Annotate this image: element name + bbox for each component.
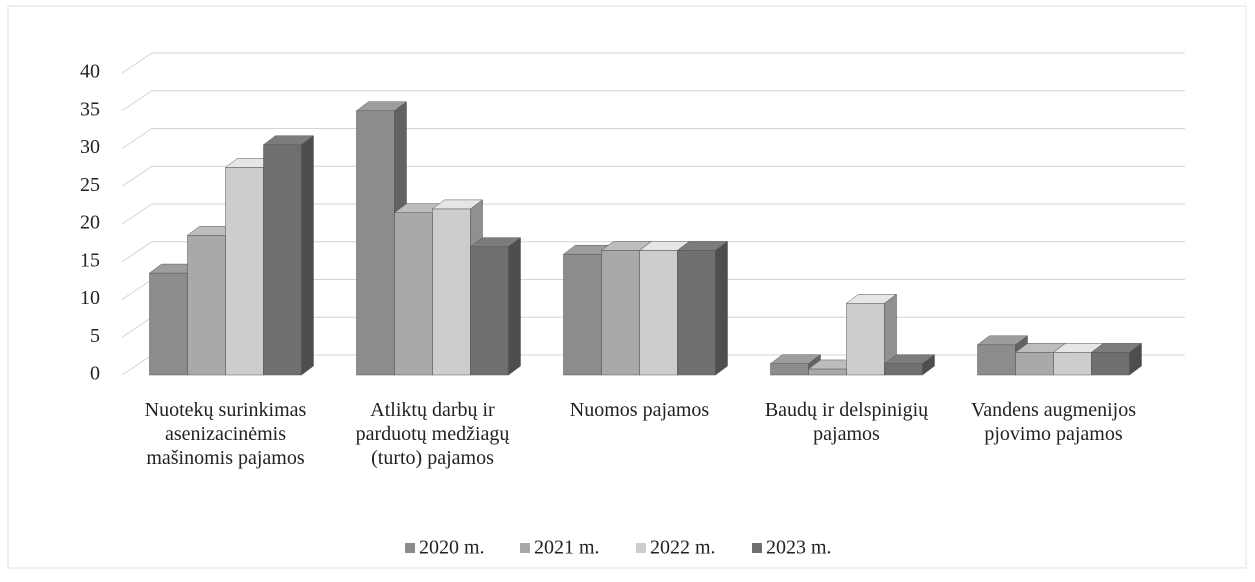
x-tick-label: Baudų ir delspinigių pajamos	[764, 399, 929, 445]
legend-label: 2021 m.	[534, 537, 600, 559]
legend-swatch	[405, 543, 415, 553]
y-tick-label: 20	[80, 212, 100, 234]
bar	[677, 250, 716, 376]
bar	[1015, 352, 1054, 376]
bar-side	[508, 237, 521, 376]
bar	[601, 250, 640, 376]
y-tick-label: 40	[80, 61, 100, 83]
grid-line	[121, 241, 1185, 263]
x-tick-label: Atliktų darbų ir parduotų medžiagų (turt…	[355, 399, 510, 469]
bar	[977, 344, 1016, 376]
legend-label: 2020 m.	[419, 537, 485, 559]
x-tick-label: Nuomos pajamos	[569, 399, 710, 421]
bar	[563, 253, 602, 376]
legend-swatch	[520, 543, 530, 553]
legend-swatch	[636, 543, 646, 553]
bar	[846, 303, 885, 376]
bar	[263, 144, 302, 376]
bar	[884, 363, 923, 376]
bar	[225, 167, 264, 376]
bar	[432, 208, 471, 376]
grid-line	[121, 128, 1185, 149]
bar	[356, 110, 395, 376]
y-tick-label: 25	[80, 174, 100, 196]
y-tick-label: 5	[90, 325, 100, 347]
bar	[470, 246, 509, 376]
bar	[1091, 352, 1130, 376]
grid-line	[121, 203, 1185, 225]
bar-side	[1129, 342, 1142, 376]
y-tick-label: 30	[80, 136, 100, 158]
x-tick-label: Vandens augmenijos pjovimo pajamos	[971, 399, 1136, 445]
bar	[770, 363, 809, 376]
grid-line	[121, 165, 1185, 187]
y-tick-label: 0	[90, 363, 100, 385]
legend-label: 2023 m.	[766, 537, 832, 559]
bar	[1053, 352, 1092, 376]
x-tick-label: Nuotekų surinkimas asenizacinėmis mašino…	[144, 399, 307, 469]
y-tick-label: 35	[80, 98, 100, 120]
grid-line	[121, 52, 1185, 74]
bar	[394, 212, 433, 376]
bar-side	[301, 135, 314, 376]
legend-swatch	[752, 543, 762, 553]
bar-side	[922, 354, 935, 376]
bar	[187, 235, 226, 376]
bar-side	[715, 240, 728, 376]
chart-frame	[7, 5, 1247, 569]
legend-label: 2022 m.	[650, 537, 716, 559]
bar	[639, 250, 678, 376]
y-tick-label: 10	[80, 287, 100, 309]
bar	[149, 272, 188, 376]
y-tick-label: 15	[80, 249, 100, 271]
grid-line	[121, 90, 1185, 112]
bar	[808, 368, 847, 376]
